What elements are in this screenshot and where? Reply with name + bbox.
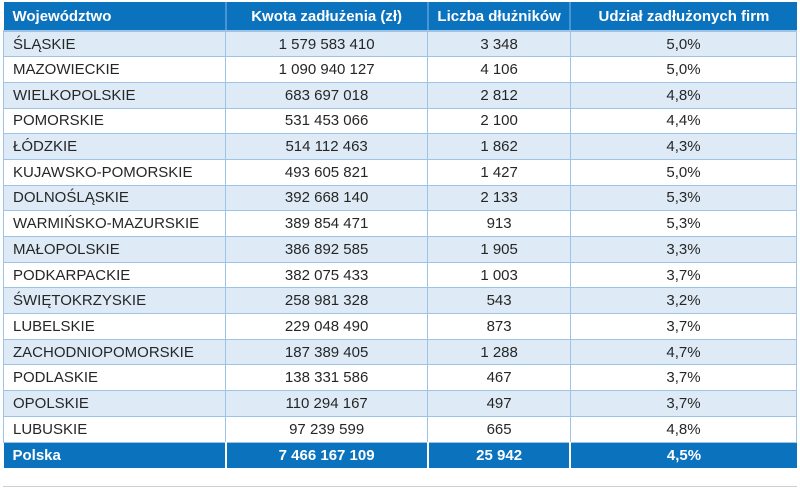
cell-wojewodztwo: POMORSKIE [2, 107, 227, 135]
table-row: MAŁOPOLSKIE 386 892 585 1 905 3,3% [2, 236, 798, 263]
cell-liczba-dluznikow: 1 427 [427, 158, 571, 186]
cell-wojewodztwo: DOLNOŚLĄSKIE [2, 184, 227, 212]
cell-wojewodztwo: OPOLSKIE [2, 390, 227, 417]
cell-kwota-zadluzenia: 1 579 583 410 [225, 30, 429, 58]
cell-liczba-dluznikow: 665 [427, 415, 571, 443]
cell-udzial-zadluzonych: 3,7% [569, 313, 798, 340]
cell-liczba-dluznikow: 1 905 [427, 236, 571, 263]
table-row: POMORSKIE 531 453 066 2 100 4,4% [2, 107, 798, 135]
cell-liczba-dluznikow: 543 [427, 287, 571, 315]
table-row: ŁÓDZKIE 514 112 463 1 862 4,3% [2, 133, 798, 160]
footer-cell-udzial: 4,5% [569, 441, 797, 468]
cell-udzial-zadluzonych: 3,7% [569, 364, 798, 392]
cell-wojewodztwo: ŚWIĘTOKRZYSKIE [2, 287, 227, 315]
cell-liczba-dluznikow: 913 [427, 210, 571, 237]
cell-kwota-zadluzenia: 514 112 463 [225, 133, 429, 160]
debt-table: Województwo Kwota zadłużenia (zł) Liczba… [2, 2, 798, 468]
cell-udzial-zadluzonych: 4,8% [569, 81, 798, 109]
table-header: Województwo Kwota zadłużenia (zł) Liczba… [3, 2, 797, 32]
table-row: ZACHODNIOPOMORSKIE 187 389 405 1 288 4,7… [2, 338, 798, 366]
cell-wojewodztwo: PODLASKIE [2, 364, 227, 392]
cell-kwota-zadluzenia: 187 389 405 [225, 338, 429, 366]
header-row: Województwo Kwota zadłużenia (zł) Liczba… [3, 2, 797, 32]
cell-wojewodztwo: WIELKOPOLSKIE [2, 81, 227, 109]
cell-kwota-zadluzenia: 138 331 586 [225, 364, 429, 392]
table-footer: Polska 7 466 167 109 25 942 4,5% [3, 441, 797, 468]
table-row: DOLNOŚLĄSKIE 392 668 140 2 133 5,3% [2, 184, 798, 212]
table-row: LUBELSKIE 229 048 490 873 3,7% [2, 313, 798, 340]
column-header-liczba-dluznikow: Liczba dłużników [426, 2, 571, 32]
cell-kwota-zadluzenia: 1 090 940 127 [225, 56, 429, 83]
table-row: LUBUSKIE 97 239 599 665 4,8% [2, 415, 798, 443]
cell-udzial-zadluzonych: 4,8% [569, 415, 798, 443]
cell-wojewodztwo: KUJAWSKO-POMORSKIE [2, 158, 227, 186]
cell-liczba-dluznikow: 1 288 [427, 338, 571, 366]
table-row: PODLASKIE 138 331 586 467 3,7% [2, 364, 798, 392]
cell-kwota-zadluzenia: 389 854 471 [225, 210, 429, 237]
cell-wojewodztwo: MAŁOPOLSKIE [2, 236, 227, 263]
cell-kwota-zadluzenia: 229 048 490 [225, 313, 429, 340]
cell-udzial-zadluzonych: 3,3% [569, 236, 798, 263]
cell-udzial-zadluzonych: 4,4% [569, 107, 798, 135]
cell-liczba-dluznikow: 2 100 [427, 107, 571, 135]
cell-wojewodztwo: LUBUSKIE [2, 415, 227, 443]
cell-udzial-zadluzonych: 3,2% [569, 287, 798, 315]
cell-kwota-zadluzenia: 531 453 066 [225, 107, 429, 135]
cell-kwota-zadluzenia: 386 892 585 [225, 236, 429, 263]
table-row: KUJAWSKO-POMORSKIE 493 605 821 1 427 5,0… [2, 158, 798, 186]
cell-udzial-zadluzonych: 4,7% [569, 338, 798, 366]
cell-udzial-zadluzonych: 5,0% [569, 30, 798, 58]
cell-liczba-dluznikow: 2 812 [427, 81, 571, 109]
cell-udzial-zadluzonych: 3,7% [569, 390, 798, 417]
cell-wojewodztwo: PODKARPACKIE [2, 261, 227, 289]
cell-kwota-zadluzenia: 493 605 821 [225, 158, 429, 186]
cell-udzial-zadluzonych: 5,3% [569, 184, 798, 212]
cell-liczba-dluznikow: 4 106 [427, 56, 571, 83]
table-row: WIELKOPOLSKIE 683 697 018 2 812 4,8% [2, 81, 798, 109]
table-body: ŚLĄSKIE 1 579 583 410 3 348 5,0% MAZOWIE… [2, 30, 798, 443]
table-row: ŚWIĘTOKRZYSKIE 258 981 328 543 3,2% [2, 287, 798, 315]
cell-wojewodztwo: ŚLĄSKIE [2, 30, 227, 58]
cell-liczba-dluznikow: 467 [427, 364, 571, 392]
cell-kwota-zadluzenia: 382 075 433 [225, 261, 429, 289]
footer-cell-polska: Polska [3, 441, 226, 468]
cell-kwota-zadluzenia: 392 668 140 [225, 184, 429, 212]
cell-liczba-dluznikow: 2 133 [427, 184, 571, 212]
cell-kwota-zadluzenia: 258 981 328 [225, 287, 429, 315]
cell-wojewodztwo: MAZOWIECKIE [2, 56, 227, 83]
cell-liczba-dluznikow: 3 348 [427, 30, 571, 58]
cell-liczba-dluznikow: 497 [427, 390, 571, 417]
cell-wojewodztwo: ŁÓDZKIE [2, 133, 227, 160]
cell-kwota-zadluzenia: 683 697 018 [225, 81, 429, 109]
column-header-wojewodztwo: Województwo [3, 2, 226, 32]
table-row: MAZOWIECKIE 1 090 940 127 4 106 5,0% [2, 56, 798, 83]
table-row: WARMIŃSKO-MAZURSKIE 389 854 471 913 5,3% [2, 210, 798, 237]
cell-wojewodztwo: ZACHODNIOPOMORSKIE [2, 338, 227, 366]
table-row: ŚLĄSKIE 1 579 583 410 3 348 5,0% [2, 30, 798, 58]
cell-kwota-zadluzenia: 110 294 167 [225, 390, 429, 417]
cell-udzial-zadluzonych: 4,3% [569, 133, 798, 160]
cell-udzial-zadluzonych: 5,0% [569, 158, 798, 186]
cell-kwota-zadluzenia: 97 239 599 [225, 415, 429, 443]
table-row: OPOLSKIE 110 294 167 497 3,7% [2, 390, 798, 417]
column-header-udzial-zadluzonych-firm: Udział zadłużonych firm [569, 2, 797, 32]
cell-udzial-zadluzonych: 3,7% [569, 261, 798, 289]
bottom-divider [3, 486, 797, 487]
cell-udzial-zadluzonych: 5,3% [569, 210, 798, 237]
footer-cell-kwota: 7 466 167 109 [224, 441, 428, 468]
table-row: PODKARPACKIE 382 075 433 1 003 3,7% [2, 261, 798, 289]
cell-liczba-dluznikow: 1 003 [427, 261, 571, 289]
footer-row: Polska 7 466 167 109 25 942 4,5% [3, 441, 797, 468]
cell-wojewodztwo: LUBELSKIE [2, 313, 227, 340]
cell-wojewodztwo: WARMIŃSKO-MAZURSKIE [2, 210, 227, 237]
cell-liczba-dluznikow: 1 862 [427, 133, 571, 160]
column-header-kwota-zadluzenia: Kwota zadłużenia (zł) [224, 2, 428, 32]
cell-liczba-dluznikow: 873 [427, 313, 571, 340]
cell-udzial-zadluzonych: 5,0% [569, 56, 798, 83]
footer-cell-liczba: 25 942 [426, 441, 571, 468]
